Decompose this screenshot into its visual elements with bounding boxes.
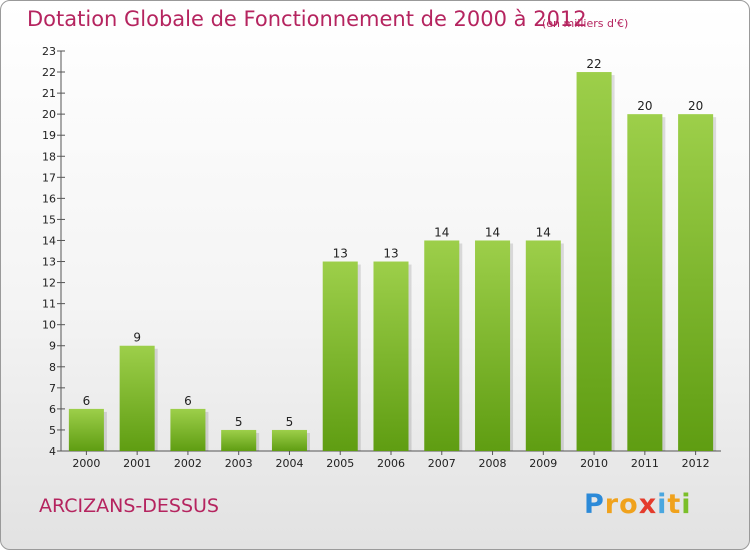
- bar: [271, 429, 307, 451]
- y-tick-label: 19: [42, 129, 56, 142]
- bar-value-label: 14: [434, 225, 449, 239]
- bar: [475, 240, 511, 451]
- y-tick-label: 15: [42, 213, 56, 226]
- bar-value-label: 9: [133, 331, 141, 345]
- bar: [170, 408, 206, 451]
- bar: [373, 261, 409, 451]
- bar-value-label: 5: [235, 415, 243, 429]
- x-tick-label: 2005: [326, 457, 354, 470]
- logo-letter: P: [584, 489, 605, 520]
- chart-title: Dotation Globale de Fonctionnement de 20…: [27, 7, 587, 31]
- bar-value-label: 20: [688, 99, 703, 113]
- bar: [322, 261, 358, 451]
- x-tick-label: 2002: [174, 457, 202, 470]
- logo-letter: i: [657, 489, 668, 520]
- bar: [678, 114, 714, 451]
- bar-value-label: 13: [383, 247, 398, 261]
- y-tick-label: 6: [49, 403, 56, 416]
- logo-letter: r: [604, 489, 620, 520]
- x-tick-label: 2003: [225, 457, 253, 470]
- bar: [424, 240, 460, 451]
- y-tick-label: 20: [42, 108, 56, 121]
- x-tick-label: 2000: [72, 457, 100, 470]
- y-tick-label: 11: [42, 298, 56, 311]
- bar-value-label: 6: [184, 394, 192, 408]
- x-tick-label: 2012: [682, 457, 710, 470]
- logo-letter: t: [667, 489, 682, 520]
- proxiti-logo: Proxiti: [584, 489, 692, 520]
- y-tick-label: 12: [42, 277, 56, 290]
- y-tick-label: 23: [42, 45, 56, 58]
- y-tick-label: 9: [49, 340, 56, 353]
- x-tick-label: 2008: [479, 457, 507, 470]
- x-tick-label: 2001: [123, 457, 151, 470]
- x-tick-label: 2006: [377, 457, 405, 470]
- bar: [221, 429, 257, 451]
- bar: [119, 345, 155, 451]
- bar: [627, 114, 663, 451]
- bar-value-label: 13: [333, 247, 348, 261]
- y-tick-label: 5: [49, 424, 56, 437]
- logo-letter: o: [619, 489, 639, 520]
- x-tick-label: 2007: [428, 457, 456, 470]
- x-tick-label: 2011: [631, 457, 659, 470]
- bar-value-label: 22: [586, 57, 601, 71]
- bar-value-label: 14: [485, 225, 500, 239]
- chart-subtitle: (en milliers d'€): [542, 17, 629, 30]
- x-tick-label: 2010: [580, 457, 608, 470]
- x-tick-label: 2009: [529, 457, 557, 470]
- bar: [68, 408, 104, 451]
- bar-value-label: 14: [536, 225, 551, 239]
- y-tick-label: 7: [49, 382, 56, 395]
- bar-value-label: 20: [637, 99, 652, 113]
- bar: [576, 72, 612, 451]
- y-tick-label: 21: [42, 87, 56, 100]
- y-tick-label: 18: [42, 150, 56, 163]
- y-tick-label: 22: [42, 66, 56, 79]
- y-tick-label: 13: [42, 256, 56, 269]
- y-tick-label: 4: [49, 445, 56, 458]
- y-tick-label: 8: [49, 361, 56, 374]
- logo-letter: x: [638, 489, 658, 520]
- logo-letter: i: [681, 489, 692, 520]
- y-tick-label: 14: [42, 234, 56, 247]
- bar-value-label: 5: [286, 415, 294, 429]
- bar-value-label: 6: [83, 394, 91, 408]
- bar: [525, 240, 561, 451]
- y-tick-label: 10: [42, 319, 56, 332]
- x-tick-label: 2004: [275, 457, 303, 470]
- commune-name: ARCIZANS-DESSUS: [39, 495, 219, 517]
- y-tick-label: 16: [42, 192, 56, 205]
- y-tick-label: 17: [42, 171, 56, 184]
